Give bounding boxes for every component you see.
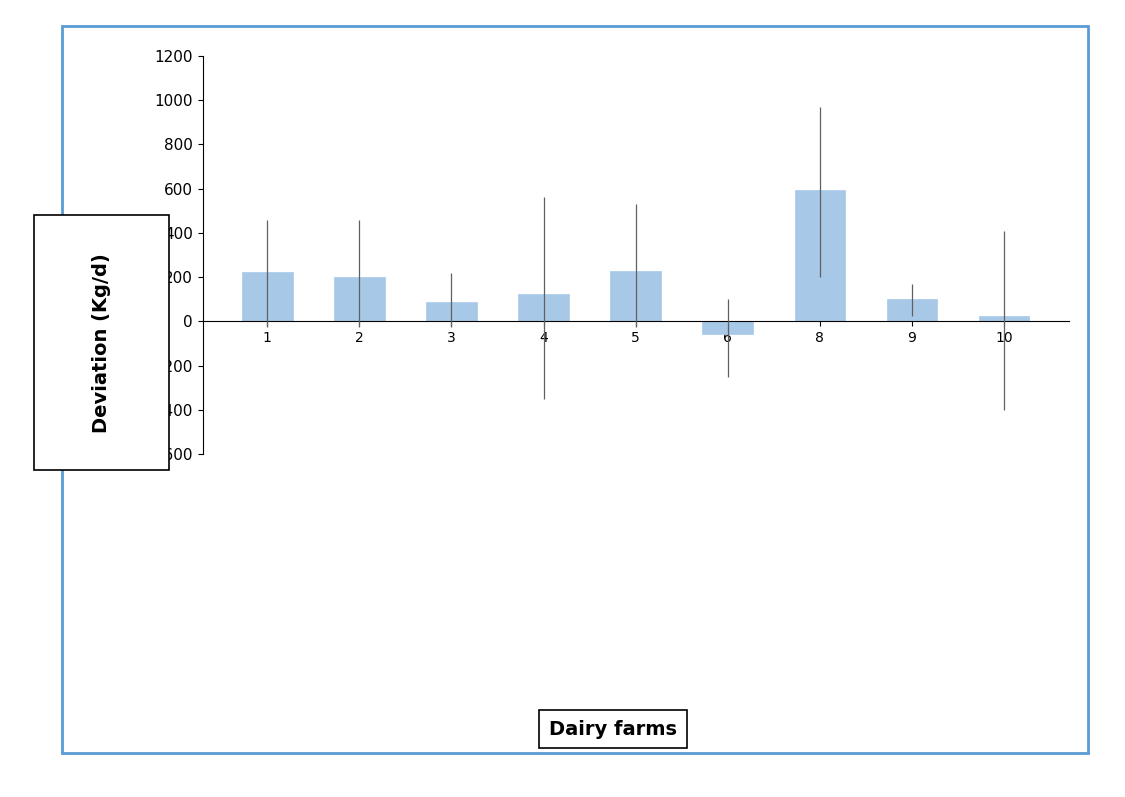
Bar <box>702 321 753 334</box>
Text: Dairy farms: Dairy farms <box>549 720 677 739</box>
Bar <box>979 316 1029 321</box>
Text: Deviation (Kg/d): Deviation (Kg/d) <box>92 253 110 433</box>
Bar <box>426 301 477 321</box>
Bar <box>794 190 845 321</box>
Bar <box>610 270 661 321</box>
Bar <box>334 277 385 321</box>
Bar <box>242 272 292 321</box>
Bar <box>519 294 569 321</box>
Bar <box>886 300 937 321</box>
